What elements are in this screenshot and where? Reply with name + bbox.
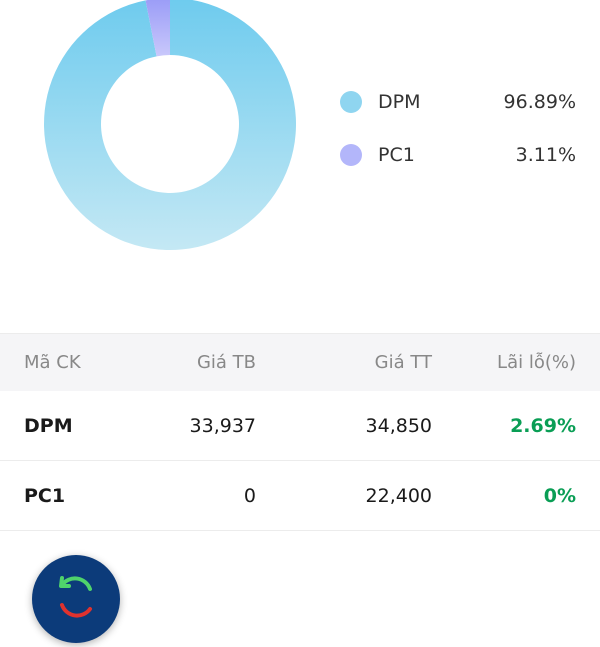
stock-code: DPM [24, 414, 73, 437]
header-avg-price: Giá TB [196, 352, 256, 373]
legend-percent: 96.89% [503, 91, 576, 113]
market-price: 34,850 [365, 414, 432, 437]
header-profit-loss: Lãi lỗ(%) [497, 352, 576, 373]
legend-dot-dpm [340, 91, 362, 113]
refresh-button[interactable] [32, 555, 120, 643]
stock-code: PC1 [24, 484, 66, 507]
header-code: Mã CK [24, 352, 81, 373]
legend-label: PC1 [378, 144, 415, 166]
allocation-donut-chart [44, 0, 296, 250]
avg-price: 0 [243, 484, 256, 507]
market-price: 22,400 [365, 484, 432, 507]
avg-price: 33,937 [189, 414, 256, 437]
legend-label: DPM [378, 91, 421, 113]
profit-loss: 2.69% [510, 414, 576, 437]
refresh-icon [59, 576, 92, 618]
legend-dot-pc1 [340, 144, 362, 166]
table-header: Mã CK Giá TB Giá TT Lãi lỗ(%) [0, 333, 600, 391]
legend-percent: 3.11% [515, 144, 576, 166]
table-row[interactable]: PC1 0 22,400 0% [0, 461, 600, 531]
profit-loss: 0% [543, 484, 576, 507]
legend-item-dpm: DPM 96.89% [340, 87, 576, 117]
donut-slice-dpm [44, 0, 296, 250]
header-market-price: Giá TT [374, 352, 432, 373]
donut-slice-pc1 [145, 0, 170, 57]
legend-item-pc1: PC1 3.11% [340, 140, 576, 170]
table-row[interactable]: DPM 33,937 34,850 2.69% [0, 391, 600, 461]
